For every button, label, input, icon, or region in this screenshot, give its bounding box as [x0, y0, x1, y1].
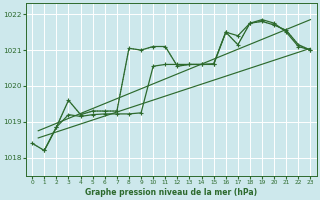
X-axis label: Graphe pression niveau de la mer (hPa): Graphe pression niveau de la mer (hPa) [85, 188, 257, 197]
